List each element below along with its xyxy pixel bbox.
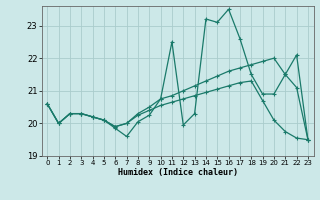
X-axis label: Humidex (Indice chaleur): Humidex (Indice chaleur) — [118, 168, 237, 177]
